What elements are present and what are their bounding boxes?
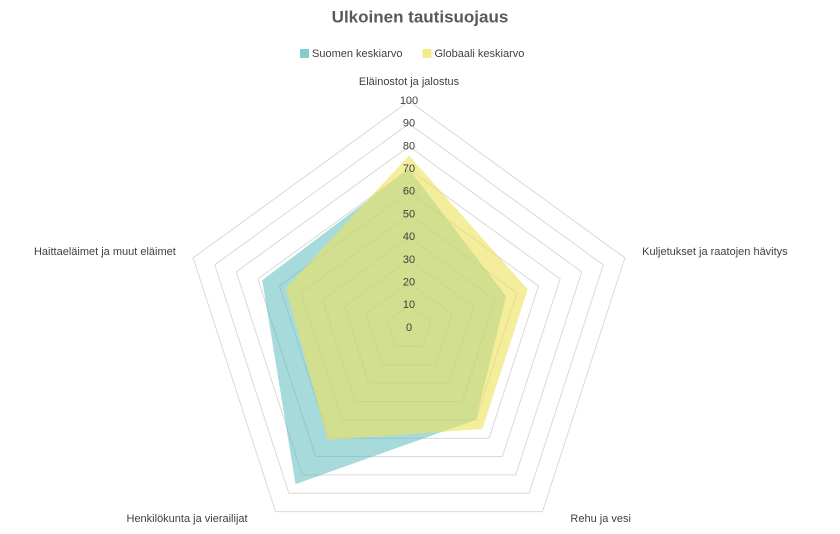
r-tick-label: 20: [403, 277, 415, 289]
r-tick-label: 0: [406, 322, 412, 334]
legend-label: Suomen keskiarvo: [312, 48, 403, 60]
grid-line: [235, 145, 583, 476]
r-tick-label: 30: [403, 254, 415, 266]
category-label: Eläinostot ja jalostus: [359, 76, 460, 88]
series-area: [285, 155, 528, 441]
r-tick-label: 90: [403, 118, 415, 130]
category-label: Henkilökunta ja vierailijat: [127, 513, 248, 525]
r-tick-label: 40: [403, 231, 415, 243]
chart-title: Ulkoinen tautisuojaus: [332, 7, 509, 26]
grid-line: [214, 123, 604, 494]
r-tick-label: 100: [400, 95, 418, 107]
category-label: Rehu ja vesi: [570, 513, 631, 525]
r-tick-label: 80: [403, 140, 415, 152]
r-tick-label: 50: [403, 208, 415, 220]
category-label: Haittaeläimet ja muut eläimet: [34, 246, 176, 258]
category-label: Kuljetukset ja raatojen hävitys: [642, 246, 788, 258]
legend-swatch: [300, 49, 309, 58]
legend-swatch: [422, 49, 432, 58]
grid-line: [192, 100, 626, 513]
r-tick-label: 10: [403, 299, 415, 311]
r-tick-label: 60: [403, 186, 415, 198]
grid-line: [257, 168, 561, 458]
r-tick-label: 70: [403, 163, 415, 175]
legend-label: Globaali keskiarvo: [435, 48, 525, 60]
